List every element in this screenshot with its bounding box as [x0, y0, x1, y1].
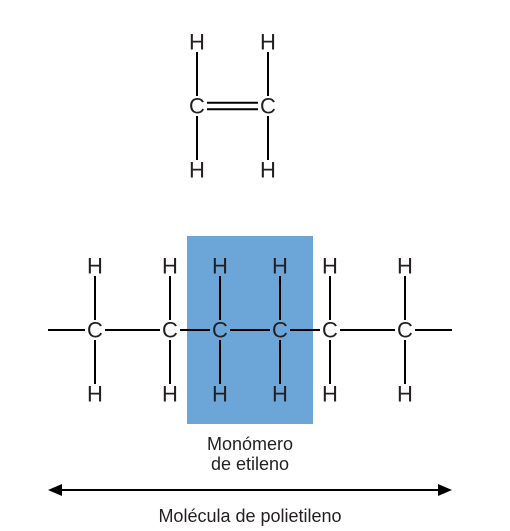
atom-h: H — [397, 382, 413, 407]
atom-h: H — [189, 158, 205, 183]
atom-c: C — [162, 318, 178, 343]
atom-h: H — [272, 254, 288, 279]
atom-h: H — [189, 30, 205, 55]
atom-h: H — [212, 382, 228, 407]
atom-h: H — [260, 30, 276, 55]
atom-h: H — [162, 254, 178, 279]
atom-h: H — [87, 254, 103, 279]
atom-h: H — [212, 254, 228, 279]
atom-h: H — [162, 382, 178, 407]
polymer-label: Molécula de polietileno — [158, 506, 341, 526]
atom-c: C — [189, 94, 205, 119]
monomer-label: de etileno — [211, 454, 289, 474]
atom-h: H — [322, 254, 338, 279]
atom-h: H — [272, 382, 288, 407]
atom-h: H — [397, 254, 413, 279]
atom-c: C — [322, 318, 338, 343]
atom-h: H — [322, 382, 338, 407]
atom-c: C — [397, 318, 413, 343]
atom-c: C — [212, 318, 228, 343]
atom-c: C — [87, 318, 103, 343]
atom-c: C — [272, 318, 288, 343]
atom-h: H — [260, 158, 276, 183]
monomer-label: Monómero — [207, 434, 293, 454]
atom-c: C — [260, 94, 276, 119]
chemistry-diagram: C C H H H H H H H H H H H H H H H H C C C C C C Monómerode etile… — [0, 0, 510, 531]
atom-h: H — [87, 382, 103, 407]
